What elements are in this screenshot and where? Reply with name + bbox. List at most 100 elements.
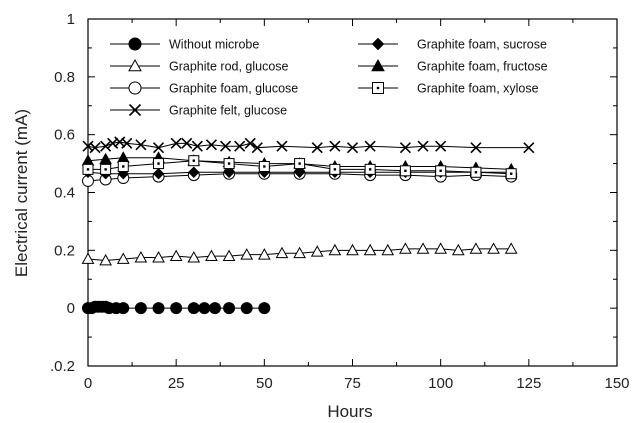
data-point: [99, 152, 112, 165]
data-point: [169, 249, 183, 262]
data-point: [470, 166, 482, 178]
data-point: [346, 142, 359, 154]
data-point: [399, 165, 411, 177]
data-point: [117, 160, 129, 172]
legend: Without microbe Graphite rod, glucose Grap…: [110, 37, 548, 118]
data-point: [363, 243, 377, 256]
data-point: [329, 163, 341, 175]
data-point: [310, 245, 324, 257]
legend-label: Graphite foam, xylose: [417, 82, 539, 96]
data-point: [152, 167, 165, 180]
x-tick-label: 50: [256, 375, 273, 392]
data-point: [234, 140, 246, 152]
y-tick-label: 0.8: [54, 69, 75, 86]
data-point: [100, 163, 112, 175]
x-tick-label: 150: [604, 375, 629, 392]
data-point: [258, 302, 271, 315]
data-point: [434, 242, 448, 254]
data-point: [487, 242, 500, 254]
data-point: [82, 163, 94, 175]
legend-label: Graphite rod, glucose: [169, 60, 289, 74]
data-point: [346, 243, 359, 256]
data-point: [187, 302, 200, 315]
data-point: [170, 137, 182, 149]
data-point: [208, 302, 221, 315]
data-point: [134, 251, 148, 263]
x-tick-label: 0: [84, 375, 92, 392]
data-point: [205, 139, 217, 151]
data-point: [240, 302, 253, 315]
data-point: [223, 158, 235, 170]
data-point: [121, 137, 133, 149]
data-point: [381, 243, 395, 256]
y-tick-label: 1: [67, 11, 75, 28]
x-axis-title: Hours: [327, 402, 372, 421]
x-tick-label: 25: [168, 375, 185, 392]
legend-item: Without microbe: [110, 37, 259, 52]
series-6: [82, 155, 517, 180]
data-point: [399, 242, 412, 254]
data-point: [223, 166, 235, 178]
data-point: [89, 142, 101, 154]
data-point: [257, 248, 271, 260]
legend-marker: [371, 58, 385, 72]
legend-marker: [128, 37, 142, 51]
data-point: [135, 139, 147, 151]
legend-marker: [128, 81, 142, 95]
data-point: [219, 140, 232, 152]
legend-marker: [128, 103, 142, 117]
data-point: [417, 140, 429, 152]
data-point: [435, 165, 447, 177]
data-point: [191, 140, 203, 152]
series-line: [88, 160, 512, 175]
x-tick-label: 100: [428, 375, 453, 392]
legend-item: Graphite rod, glucose: [110, 58, 289, 74]
data-point: [364, 163, 376, 175]
data-point: [222, 249, 236, 262]
data-point: [523, 142, 535, 154]
data-point: [81, 252, 95, 264]
y-tick-label: 0.4: [54, 185, 75, 202]
legend-label: Graphite foam, sucrose: [417, 38, 547, 52]
data-point: [258, 160, 270, 172]
data-point: [469, 242, 483, 254]
data-point: [504, 242, 518, 254]
data-point: [294, 158, 306, 170]
data-point: [188, 166, 200, 178]
y-tick-label: 0.2: [54, 242, 75, 259]
data-point: [116, 252, 130, 264]
data-point: [114, 136, 126, 148]
data-point: [329, 140, 341, 152]
data-point: [276, 140, 288, 152]
series-layer: [81, 136, 535, 315]
data-point: [293, 166, 306, 178]
data-point: [188, 155, 200, 167]
data-point: [275, 246, 289, 259]
data-point: [451, 243, 465, 256]
legend-item: Graphite foam, sucrose: [358, 38, 547, 52]
data-point: [311, 142, 323, 154]
y-tick-label: 0.6: [54, 127, 75, 144]
legend-item: Graphite felt, glucose: [110, 104, 287, 118]
legend-marker: [371, 37, 385, 51]
data-point: [505, 168, 517, 180]
data-point: [152, 142, 165, 154]
data-point: [470, 142, 482, 154]
data-point: [205, 249, 218, 262]
data-point: [244, 137, 256, 149]
series-line: [87, 171, 512, 175]
data-point: [152, 302, 165, 315]
y-tick-label: .0.2: [50, 358, 75, 375]
axis-tick-labels: 0 25 50 75 100 125 150 .0.2 0 0.2 0.4 0.6 0.8 1: [50, 11, 630, 392]
data-point: [170, 302, 183, 315]
legend-marker: [372, 82, 384, 94]
data-point: [100, 140, 112, 152]
data-point: [435, 140, 447, 152]
y-axis-title: Electrical current (mA): [12, 109, 31, 277]
series-1: [81, 242, 518, 266]
legend-item: Graphite foam, fructose: [358, 58, 548, 74]
axis-ticks: [87, 18, 618, 367]
x-tick-label: 125: [516, 375, 541, 392]
legend-label: Graphite foam, glucose: [169, 82, 298, 96]
